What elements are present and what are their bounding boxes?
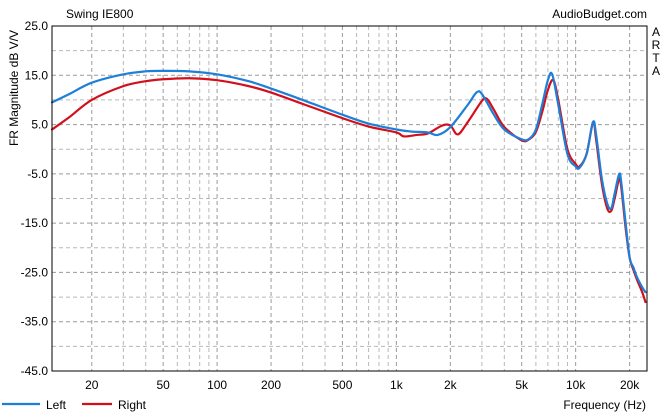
x-tick-label: 1k	[390, 378, 404, 392]
x-tick-label: 500	[332, 378, 352, 392]
y-tick-label: 25.0	[25, 19, 49, 33]
plot-border	[51, 25, 648, 372]
x-tick-label: 200	[261, 378, 281, 392]
x-tick-label: 50	[156, 378, 170, 392]
y-tick-label: -25.0	[21, 265, 49, 279]
x-tick-label: 20	[85, 378, 99, 392]
series-layer	[50, 69, 647, 304]
x-tick-label: 10k	[566, 378, 586, 392]
x-tick-label: 100	[207, 378, 227, 392]
x-tick-label: 2k	[444, 378, 458, 392]
y-tick-label: 15.0	[25, 68, 49, 82]
legend-right-label: Right	[118, 398, 147, 412]
grid-lines	[52, 26, 647, 371]
x-tick-label: 20k	[620, 378, 640, 392]
series-line-left	[50, 69, 647, 294]
legend-left-label: Left	[46, 398, 67, 412]
y-tick-label: -45.0	[21, 364, 49, 378]
y-axis-label: FR Magnitude dB V/V	[7, 30, 21, 146]
y-tick-label: -15.0	[21, 216, 49, 230]
chart-title: Swing IE800	[66, 7, 134, 21]
x-axis-label: Frequency (Hz)	[563, 398, 646, 412]
y-tick-label: -5.0	[27, 167, 48, 181]
y-tick-label: -35.0	[21, 315, 49, 329]
x-tick-label: 5k	[515, 378, 529, 392]
watermark-label: AudioBudget.com	[552, 7, 647, 21]
y-tick-labels: 25.0 15.0 5.0 -5.0 -15.0 -25.0 -35.0 -45.0	[21, 19, 49, 378]
legend: Left Right	[2, 398, 147, 412]
y-tick-label: 5.0	[31, 118, 48, 132]
x-tick-labels: 20 50 100 200 500 1k 2k 5k 10k 20k	[85, 378, 640, 392]
